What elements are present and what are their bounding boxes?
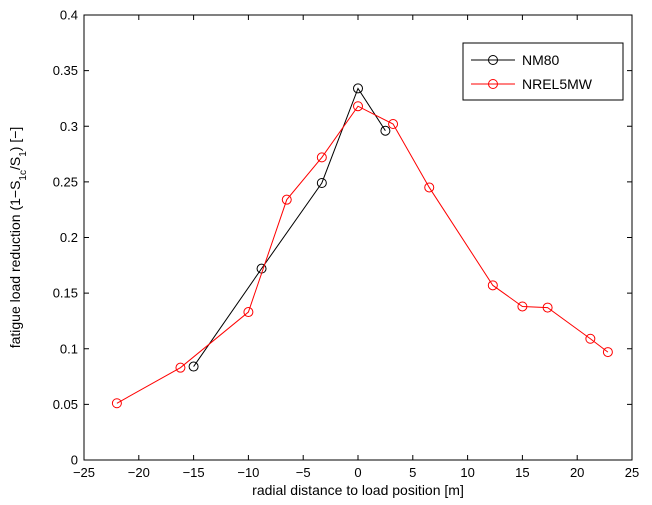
legend-marker-nm80 — [488, 55, 498, 65]
x-tick-label: −10 — [237, 465, 259, 480]
data-point-nrel5mw — [542, 302, 553, 313]
data-point-nrel5mw — [175, 362, 186, 373]
y-axis-label-suffix: ) [−] — [7, 127, 23, 152]
legend-box — [462, 42, 624, 101]
data-point-nm80 — [188, 361, 199, 372]
legend: NM80 NREL5MW — [462, 42, 624, 101]
data-point-nrel5mw — [517, 301, 528, 312]
y-axis-label-sub-1c: 1c — [18, 170, 29, 181]
y-tick-label: 0 — [71, 453, 78, 468]
y-tick-label: 0.2 — [60, 230, 78, 245]
y-tick-label: 0.3 — [60, 119, 78, 134]
x-tick-label: 5 — [409, 465, 416, 480]
x-tick-label: −15 — [183, 465, 205, 480]
series-nrel5mw — [111, 101, 613, 409]
data-point-nm80 — [353, 83, 363, 94]
y-axis-label-mid: /S — [7, 157, 23, 170]
data-point-nrel5mw — [585, 333, 596, 344]
x-tick-label: −5 — [296, 465, 311, 480]
y-axis-label: fatigue load reduction (1−S1c/S1) [−] — [7, 127, 29, 349]
y-tick-label: 0.15 — [53, 286, 78, 301]
data-point-nm80 — [316, 177, 327, 188]
data-point-nrel5mw — [353, 101, 363, 112]
y-axis-label-sub-1: 1 — [18, 151, 29, 157]
data-point-nrel5mw — [281, 194, 292, 205]
data-point-nrel5mw — [388, 119, 399, 130]
plot-marks — [111, 83, 613, 409]
series-line-nrel5mw — [116, 105, 609, 404]
data-point-nrel5mw — [424, 182, 435, 193]
y-tick-label: 0.4 — [60, 8, 78, 23]
y-axis-label-prefix: fatigue load reduction (1−S — [7, 181, 23, 349]
x-tick-label: 25 — [625, 465, 639, 480]
x-tick-label: −20 — [128, 465, 150, 480]
data-point-nrel5mw — [602, 347, 613, 358]
data-point-nrel5mw — [316, 152, 327, 163]
data-point-nrel5mw — [487, 280, 498, 291]
legend-marker-nrel5mw — [488, 79, 498, 89]
x-tick-label: 15 — [515, 465, 529, 480]
x-tick-label: −25 — [73, 465, 95, 480]
x-tick-label: 10 — [460, 465, 474, 480]
data-point-nrel5mw — [111, 398, 122, 409]
series-nm80 — [188, 83, 391, 372]
y-tick-label: 0.35 — [53, 63, 78, 78]
legend-label-nrel5mw: NREL5MW — [522, 76, 593, 92]
x-tick-label: 20 — [570, 465, 584, 480]
data-point-nm80 — [380, 125, 391, 136]
y-tick-label: 0.25 — [53, 174, 78, 189]
x-axis-label: radial distance to load position [m] — [252, 482, 464, 498]
x-axis-ticks: −25 −20 −15 −10 −5 0 5 10 15 20 25 — [73, 15, 639, 480]
data-point-nrel5mw — [243, 307, 254, 318]
legend-label-nm80: NM80 — [522, 52, 560, 68]
series-line-nm80 — [193, 87, 386, 367]
y-tick-label: 0.05 — [53, 397, 78, 412]
x-tick-label: 0 — [354, 465, 361, 480]
y-axis-ticks: 0 0.05 0.1 0.15 0.2 0.25 0.3 0.35 0.4 — [53, 8, 632, 468]
y-tick-label: 0.1 — [60, 341, 78, 356]
